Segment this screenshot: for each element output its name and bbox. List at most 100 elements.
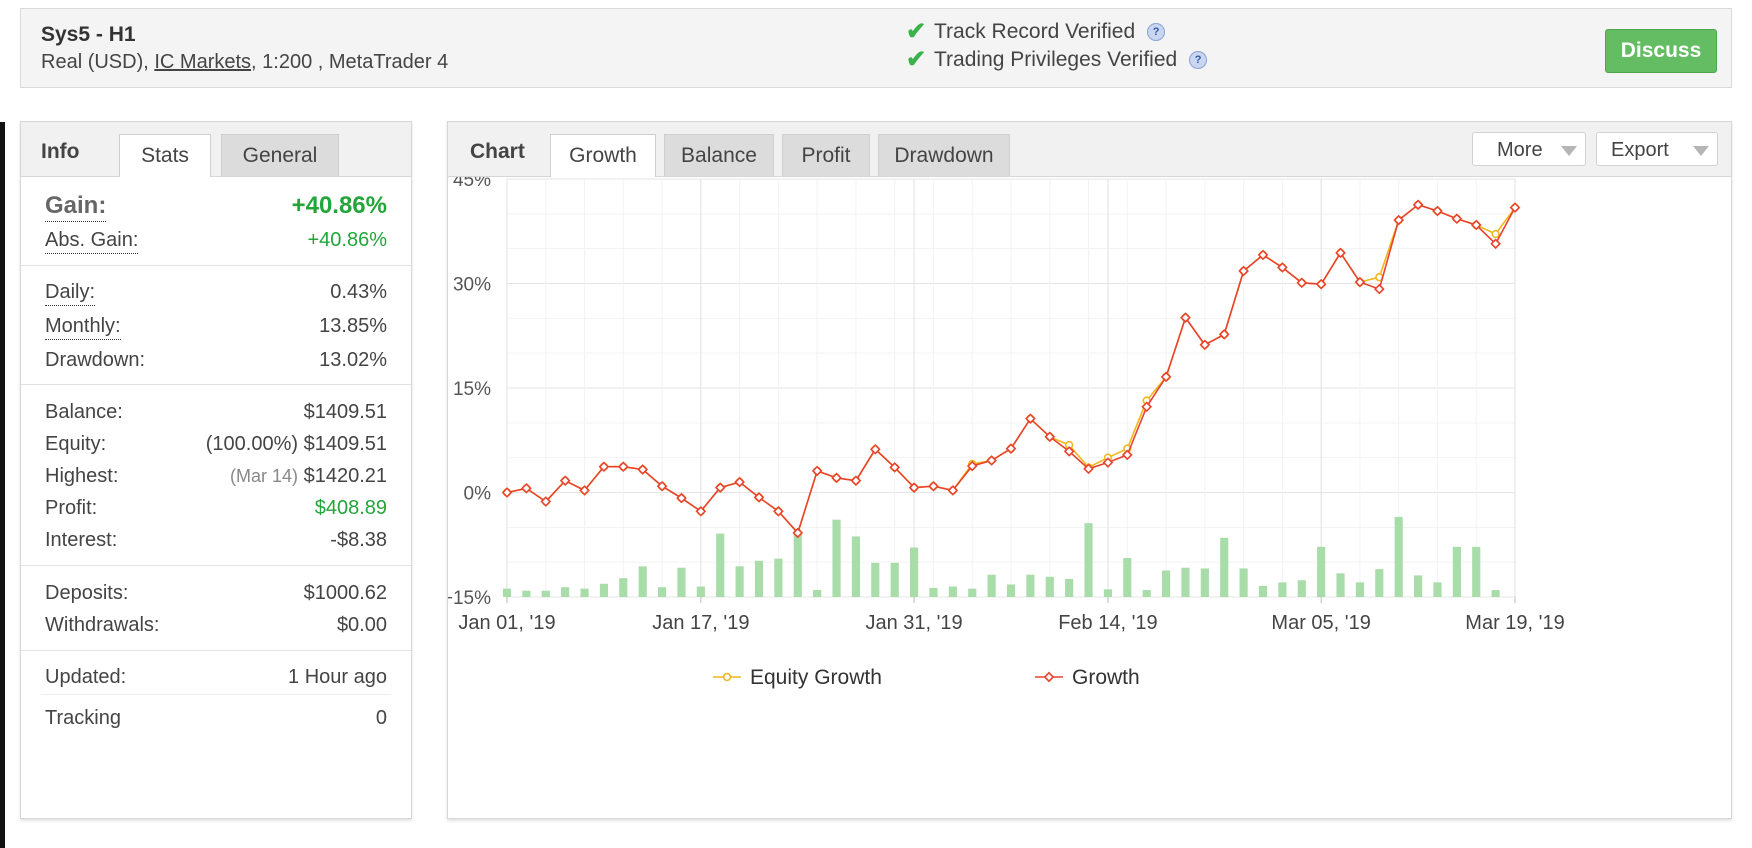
growth-point	[734, 476, 745, 488]
bar	[871, 562, 880, 597]
bar	[522, 590, 531, 597]
bar	[1336, 573, 1345, 597]
account-type: Real (USD),	[41, 51, 149, 73]
y-tick-label: 30%	[453, 275, 491, 296]
x-tick-label: Feb 14, '19	[1058, 612, 1157, 634]
growth-point	[1005, 443, 1017, 454]
bar	[1297, 580, 1306, 597]
growth-series	[501, 199, 1521, 539]
growth-point	[889, 462, 901, 473]
tab-stats[interactable]: Stats	[119, 134, 211, 177]
highest-amount: $1420.21	[303, 465, 387, 487]
monthly-label[interactable]: Monthly:	[45, 315, 121, 340]
tab-growth[interactable]: Growth	[550, 134, 656, 177]
bar	[851, 536, 860, 597]
more-dropdown[interactable]: More	[1472, 132, 1586, 166]
growth-point	[1218, 329, 1230, 340]
bar	[541, 590, 550, 597]
growth-point	[869, 443, 881, 455]
y-tick-label: 15%	[453, 379, 491, 400]
tab-balance[interactable]: Balance	[664, 134, 774, 176]
highest-date: (Mar 14)	[230, 466, 299, 486]
system-header: Sys5 - H1 Real (USD), IC Markets, 1:200 …	[20, 8, 1732, 88]
bar	[502, 588, 512, 597]
equity-label: Equity:	[45, 433, 107, 455]
chart-legend: Equity Growth Growth	[713, 666, 1140, 689]
gain-label[interactable]: Gain:	[45, 192, 107, 222]
daily-value: 0.43%	[330, 281, 387, 303]
growth-point	[850, 475, 862, 486]
growth-point	[1160, 371, 1172, 383]
equity-amount: $1409.51	[303, 433, 387, 455]
tab-general[interactable]: General	[221, 134, 339, 176]
y-tick-label: 45%	[453, 177, 491, 191]
bar	[561, 587, 570, 597]
discuss-button[interactable]: Discuss	[1605, 29, 1717, 73]
bar	[793, 531, 802, 597]
daily-label[interactable]: Daily:	[45, 281, 96, 306]
growth-point	[908, 482, 920, 493]
track-record-verified-label: Track Record Verified	[934, 19, 1136, 43]
bar	[1084, 523, 1093, 597]
bar	[1220, 537, 1229, 597]
bar	[1472, 546, 1481, 597]
divider	[21, 265, 411, 266]
trading-privileges-verified-label: Trading Privileges Verified	[934, 47, 1178, 71]
bar	[1355, 582, 1364, 597]
bar	[1258, 585, 1268, 597]
tracking-label: Tracking	[45, 707, 121, 729]
broker-link[interactable]: IC Markets	[154, 51, 252, 73]
x-tick-label: Mar 19, '19	[1465, 612, 1564, 634]
legend-equity-marker	[722, 672, 732, 682]
growth-point	[540, 496, 552, 507]
growth-point	[947, 485, 959, 496]
bar	[1181, 567, 1190, 597]
bar	[677, 567, 686, 597]
growth-point	[559, 475, 571, 486]
bar	[832, 519, 841, 597]
gain-value: +40.86%	[291, 192, 387, 219]
tab-profit[interactable]: Profit	[782, 134, 870, 176]
tab-drawdown[interactable]: Drawdown	[878, 134, 1010, 176]
info-panel: Info Stats General Gain: +40.86% Abs. Ga…	[20, 121, 412, 819]
info-panel-title: Info	[41, 140, 80, 163]
bar	[580, 588, 589, 597]
check-icon: ✔	[906, 18, 927, 45]
x-tick-label: Jan 01, '19	[458, 612, 555, 634]
growth-point	[1121, 449, 1133, 461]
y-tick-label: −15%	[448, 588, 491, 609]
equity-point	[1491, 229, 1500, 239]
bar	[774, 558, 783, 597]
bar	[1162, 570, 1171, 597]
growth-point	[1432, 205, 1443, 217]
growth-point	[1083, 463, 1094, 475]
updated-value: 1 Hour ago	[288, 666, 387, 688]
help-icon[interactable]: ?	[1147, 22, 1166, 41]
tracking-value: 0	[375, 707, 387, 729]
growth-point	[1296, 277, 1308, 289]
equity-percent: (100.00%)	[205, 433, 299, 455]
growth-point	[1393, 214, 1405, 226]
abs-gain-value: +40.86%	[307, 229, 387, 251]
bar	[1414, 575, 1423, 597]
export-dropdown[interactable]: Export	[1596, 132, 1718, 166]
growth-point	[1180, 312, 1191, 323]
bar	[716, 533, 725, 597]
bar	[1375, 569, 1384, 597]
abs-gain-label[interactable]: Abs. Gain:	[45, 229, 139, 254]
bar	[1491, 590, 1500, 597]
x-tick-label: Jan 17, '19	[652, 612, 749, 634]
bar	[910, 547, 919, 597]
growth-point	[1373, 283, 1385, 295]
growth-point	[1335, 247, 1346, 259]
highest-label: Highest:	[45, 465, 119, 487]
growth-point	[792, 527, 804, 539]
account-leverage-platform: , 1:200 , MetaTrader 4	[251, 51, 449, 73]
help-icon[interactable]: ?	[1189, 50, 1208, 69]
growth-point	[986, 455, 997, 466]
growth-point	[1063, 446, 1075, 457]
more-label: More	[1497, 139, 1543, 161]
profit-label: Profit:	[45, 497, 98, 519]
growth-point	[695, 505, 707, 517]
